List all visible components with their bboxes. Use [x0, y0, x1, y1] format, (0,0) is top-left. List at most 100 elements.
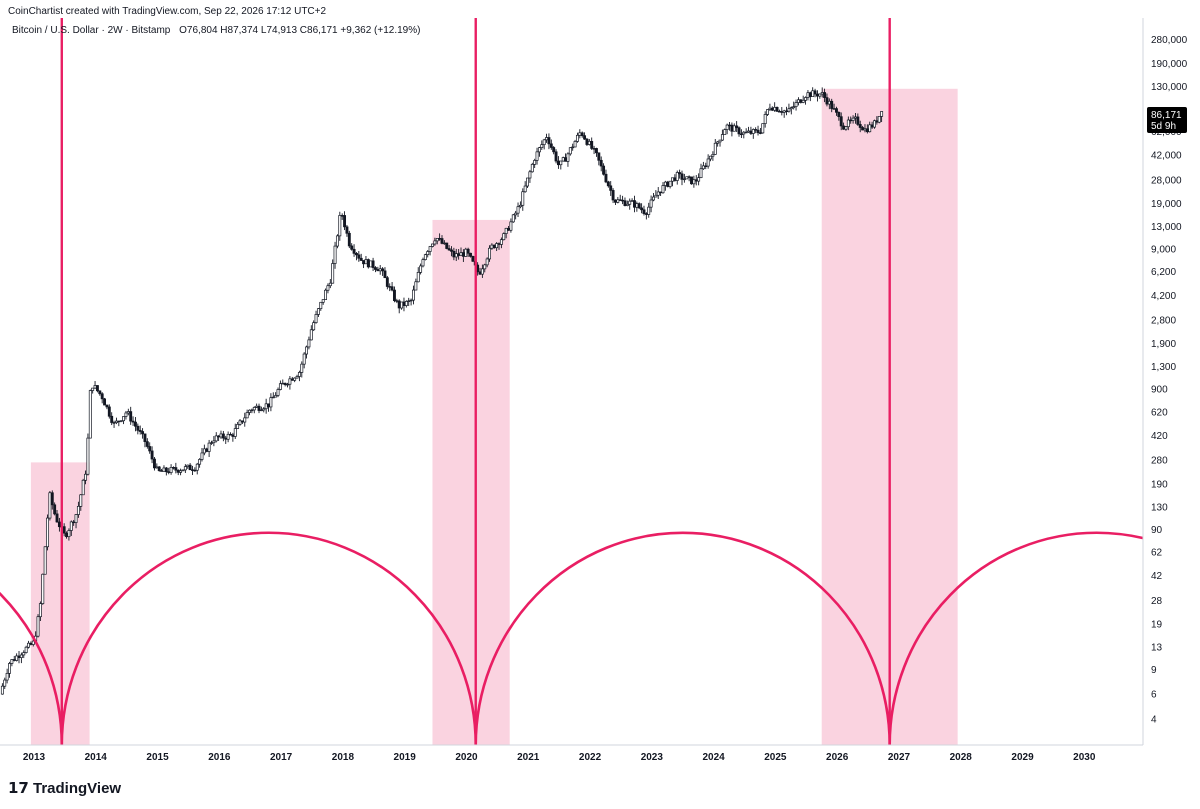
candle — [440, 235, 444, 245]
candle — [293, 377, 297, 383]
plot-area[interactable] — [0, 18, 1200, 745]
tradingview-logo[interactable]: 17 TradingView — [8, 779, 121, 797]
candle-body — [371, 260, 375, 268]
symbol-name[interactable]: Bitcoin / U.S. Dollar · 2W · Bitstamp — [12, 25, 171, 36]
highlight-zones — [30, 88, 958, 745]
year-tick-label: 2019 — [394, 752, 417, 763]
candle — [210, 440, 213, 445]
candle-body — [19, 654, 23, 658]
candle — [559, 160, 563, 170]
candle-body — [578, 132, 582, 136]
candle-body — [153, 458, 156, 469]
candle — [362, 260, 366, 269]
candle — [233, 423, 237, 439]
candle-body — [236, 424, 240, 429]
candle — [105, 404, 109, 410]
candle-body — [210, 442, 213, 444]
candle — [858, 120, 862, 133]
candle-body — [259, 409, 263, 412]
candle-body — [269, 397, 273, 408]
candle-body — [293, 377, 297, 381]
year-tick-label: 2029 — [1011, 752, 1034, 763]
candle-body — [133, 421, 137, 427]
candle — [685, 176, 689, 180]
candle-body — [457, 253, 461, 256]
candle-body — [818, 93, 822, 97]
candle-body — [302, 353, 306, 365]
candle-body — [122, 416, 126, 422]
candle — [431, 243, 434, 248]
candle-body — [652, 196, 655, 201]
candle-body — [537, 147, 541, 153]
candle-body — [804, 97, 808, 101]
cycle-arc — [0, 592, 64, 745]
candle — [114, 417, 118, 425]
candle-body — [604, 173, 608, 183]
year-tick-label: 2023 — [641, 752, 664, 763]
candle — [414, 278, 418, 291]
candle-body — [568, 147, 572, 155]
candle-body — [281, 382, 285, 385]
candle — [364, 256, 368, 265]
candle-body — [404, 301, 408, 306]
candle — [126, 408, 130, 416]
candle — [692, 175, 696, 188]
last-price-value: 86,171 — [1151, 110, 1182, 121]
candle-body — [471, 256, 475, 262]
candle-body — [711, 154, 715, 157]
candle — [637, 202, 641, 210]
candle — [169, 464, 173, 475]
tradingview-logo-mark: 17 — [8, 779, 29, 797]
candle-body — [138, 430, 142, 432]
candle-body — [423, 254, 427, 260]
candle-body — [86, 437, 90, 475]
price-tick-label: 13,000 — [1151, 222, 1182, 233]
candle-body — [174, 467, 178, 471]
candle — [195, 462, 199, 475]
candle-body — [571, 146, 575, 149]
candle — [262, 407, 266, 413]
candle — [766, 109, 769, 116]
candle-body — [682, 178, 686, 181]
candle-body — [694, 179, 698, 182]
candle — [193, 467, 197, 472]
candle-body — [181, 469, 185, 472]
time-axis[interactable]: 2013 2014 2015 2016 2017 2018 2019 2020 2021 2022… — [0, 744, 1143, 763]
candle — [286, 382, 289, 388]
candle — [390, 281, 394, 292]
candle-body — [160, 470, 164, 472]
candle-body — [590, 140, 594, 149]
candle-body — [654, 194, 658, 198]
candle-body — [400, 301, 404, 309]
candle — [742, 130, 746, 139]
candle — [801, 95, 805, 104]
candle — [221, 430, 225, 442]
candle — [599, 156, 603, 172]
candle — [381, 267, 385, 276]
candle-body — [549, 143, 553, 148]
candle-body — [575, 134, 579, 142]
price-tick-label: 280,000 — [1151, 35, 1188, 46]
candle — [435, 237, 439, 245]
candle — [217, 435, 221, 441]
candle — [428, 245, 432, 256]
candle-body — [580, 132, 584, 136]
candle-body — [150, 450, 154, 460]
candle-body — [732, 125, 736, 132]
candle-body — [198, 459, 202, 465]
candle-body — [438, 238, 442, 240]
candle — [761, 123, 765, 134]
candle — [416, 267, 420, 283]
candle — [545, 133, 548, 143]
candle — [656, 187, 660, 199]
candle — [3, 677, 7, 690]
symbol-legend[interactable]: Bitcoin / U.S. Dollar · 2W · Bitstamp O7… — [12, 25, 420, 36]
candle-body — [126, 411, 130, 414]
candle-body — [55, 513, 59, 523]
candle — [129, 406, 133, 425]
candle-body — [316, 308, 320, 315]
candle — [314, 310, 318, 324]
candle-body — [288, 378, 292, 385]
candle-body — [782, 110, 786, 113]
candle — [357, 251, 361, 262]
